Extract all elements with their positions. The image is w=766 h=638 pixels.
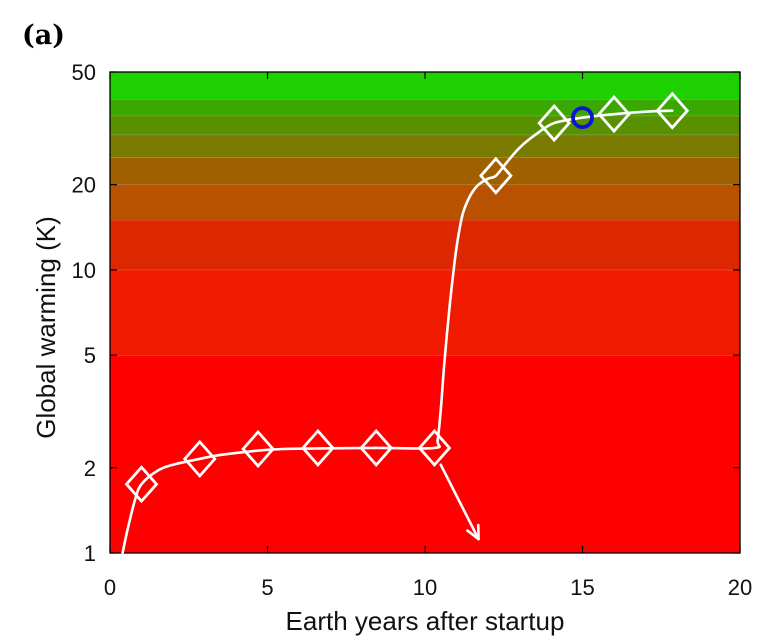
y-tick-label: 5 [84,343,96,368]
background-band [110,184,740,221]
panel-label: (a) [22,20,66,51]
diamond-marker [359,428,394,468]
x-tick-label: 15 [570,575,594,600]
y-tick-label: 50 [72,60,96,85]
trend-arrow [439,463,480,541]
series-markers [124,91,690,504]
x-axis-title: Earth years after startup [286,606,565,636]
background-band [110,99,740,116]
axis-ticks [109,71,741,554]
y-axis-title: Global warming (K) [31,216,61,439]
background-band [110,269,740,356]
diamond-marker [537,103,572,143]
highlight-marker [571,106,594,130]
series-curve [121,109,674,555]
x-tick-label: 20 [728,575,752,600]
diamond-marker [124,465,159,504]
diamond-marker [301,428,335,468]
background-band [110,115,740,135]
background-band [110,157,740,185]
diamond-marker [597,94,631,134]
y-tick-label: 20 [72,173,96,198]
diamond-marker [417,428,452,468]
diamond-marker [182,439,217,478]
background-band [110,220,740,270]
diamond-marker [241,429,275,469]
x-tick-labels: 0 5 10 15 20 [104,575,752,600]
y-tick-label: 2 [84,456,96,481]
x-tick-label: 5 [261,575,273,600]
arrow-shaft [439,463,480,541]
y-tick-label: 10 [72,258,96,283]
background-band [110,134,740,158]
highlight-circle-marker [571,106,594,130]
diamond-marker [655,91,690,130]
arrow-head [466,523,480,541]
series-line [121,109,674,555]
y-tick-labels: 1 2 5 10 20 50 [72,60,96,566]
background-bands [110,71,740,553]
x-tick-label: 10 [413,575,437,600]
diamond-marker [479,156,513,195]
x-tick-label: 0 [104,575,116,600]
y-tick-label: 1 [84,541,96,566]
